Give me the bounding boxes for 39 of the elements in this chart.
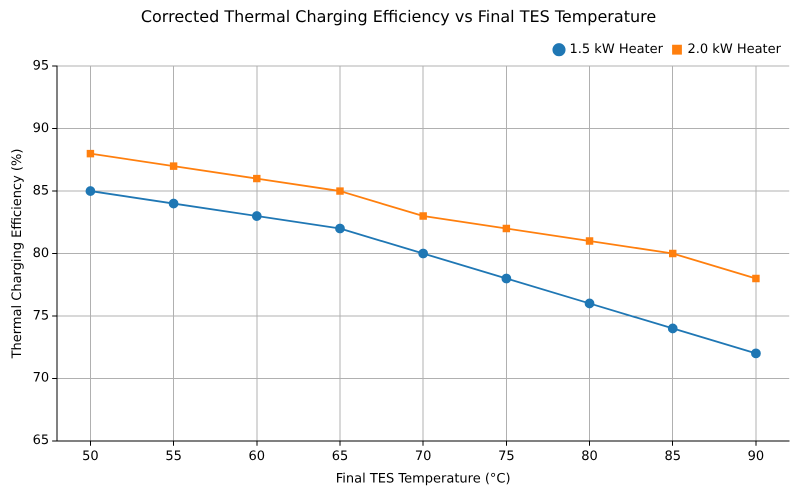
point xyxy=(669,250,676,258)
point xyxy=(418,248,428,258)
point xyxy=(170,162,178,170)
x-tick-label: 65 xyxy=(332,448,348,464)
point xyxy=(253,174,261,182)
x-tick-label: 70 xyxy=(414,448,432,464)
point xyxy=(502,224,510,232)
point xyxy=(668,324,678,334)
point xyxy=(586,237,594,245)
x-axis-title: Final TES Temperature (°C) xyxy=(336,472,511,487)
x-tick-label: 50 xyxy=(82,448,99,464)
x-tick-label: 90 xyxy=(748,448,764,464)
x-tick-label: 55 xyxy=(165,448,182,464)
y-tick-label: 95 xyxy=(32,58,50,74)
y-tick-label: 75 xyxy=(32,308,50,324)
point xyxy=(252,211,262,221)
y-tick-label: 85 xyxy=(32,183,50,198)
point xyxy=(86,150,94,158)
point xyxy=(86,186,96,196)
x-tick-label: 75 xyxy=(498,448,515,464)
point xyxy=(751,348,761,358)
x-tick-label: 85 xyxy=(664,448,682,464)
point xyxy=(336,187,344,195)
point xyxy=(419,212,427,220)
y-tick-label: 70 xyxy=(32,370,50,386)
y-tick-label: 90 xyxy=(32,121,50,136)
chart-title: Corrected Thermal Charging Efficiency vs Final TES Temperature xyxy=(140,6,656,26)
legend-label: 1.5 kW Heater xyxy=(570,42,664,58)
point xyxy=(584,298,594,308)
y-tick-label: 65 xyxy=(32,433,50,448)
x-tick-label: 80 xyxy=(581,448,598,464)
x-tick-label: 60 xyxy=(248,448,266,464)
y-tick-label: 80 xyxy=(32,246,50,261)
point xyxy=(752,274,760,282)
legend-label: 2.0 kW Heater xyxy=(688,42,782,58)
point xyxy=(168,198,179,208)
y-axis-title: Thermal Charging Efficiency (%) xyxy=(10,148,26,360)
point xyxy=(501,274,512,284)
point xyxy=(335,224,345,234)
